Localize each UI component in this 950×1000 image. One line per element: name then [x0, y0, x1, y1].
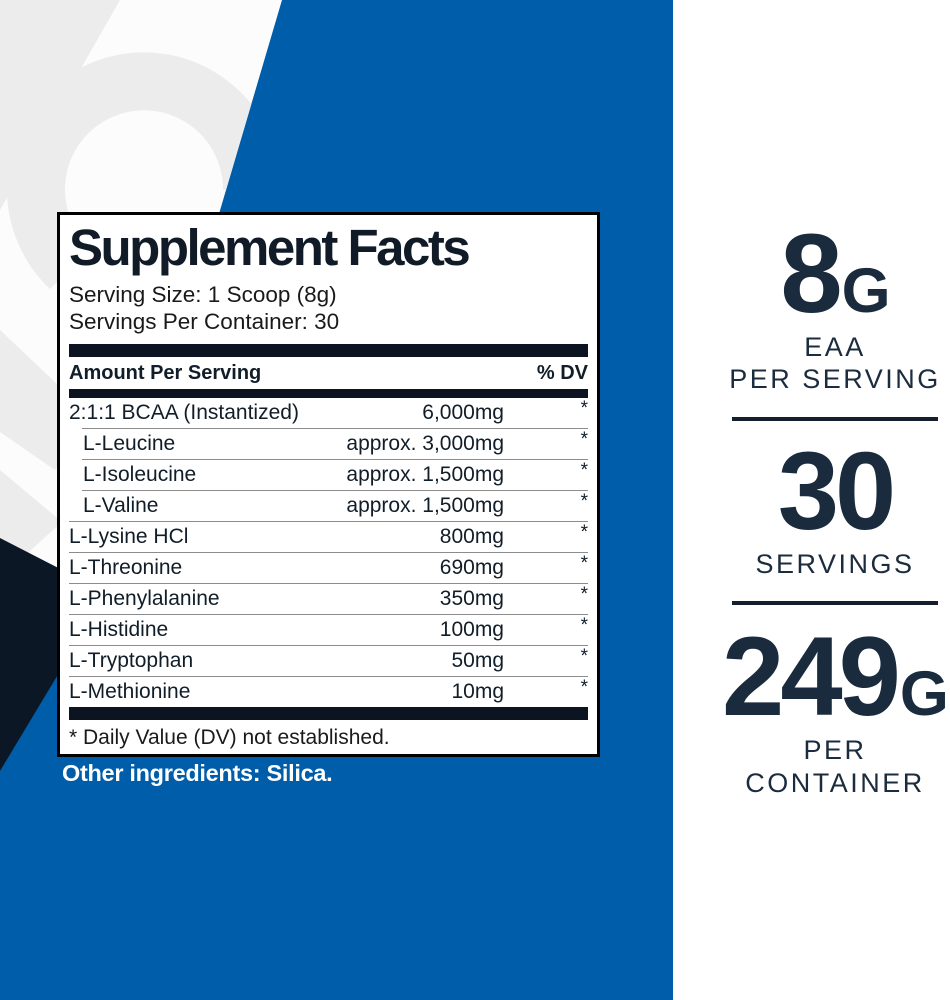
stat-unit-g: G	[841, 256, 891, 326]
row-ingredient-name: L-Tryptophan	[69, 648, 194, 672]
row-amount: 690mg	[439, 555, 504, 579]
stat-label-servings: SERVINGS	[755, 549, 915, 579]
row-dv-asterisk: *	[580, 676, 588, 698]
row-dv-asterisk: *	[580, 397, 588, 419]
row-ingredient-name: L-Isoleucine	[83, 462, 197, 486]
row-separator	[69, 675, 588, 677]
row-separator	[82, 458, 588, 460]
stats-divider-bottom	[732, 601, 938, 606]
stat-label-per-container: PER CONTAINER	[745, 735, 925, 798]
row-ingredient-name: L-Methionine	[69, 679, 191, 703]
table-row: L-Threonine 690mg *	[69, 553, 588, 583]
row-ingredient-name: L-Phenylalanine	[69, 586, 220, 610]
stats-column: 8 G EAA PER SERVING 30 SERVINGS 249 G PE…	[673, 0, 950, 1000]
row-dv-asterisk: *	[580, 428, 588, 450]
row-dv-asterisk: *	[580, 583, 588, 605]
dv-footnote: * Daily Value (DV) not established.	[69, 725, 390, 749]
row-separator	[69, 520, 588, 522]
row-ingredient-name: L-Histidine	[69, 617, 169, 641]
row-dv-asterisk: *	[580, 645, 588, 667]
stats-divider-top	[732, 416, 938, 421]
row-amount: 6,000mg	[422, 400, 504, 424]
stat-label-eaa: EAA	[804, 332, 866, 363]
row-dv-asterisk: *	[580, 459, 588, 481]
row-dv-asterisk: *	[580, 552, 588, 574]
table-header-row: Amount Per Serving % DV	[69, 357, 588, 389]
stat-value-8: 8	[780, 211, 842, 336]
row-separator	[69, 582, 588, 584]
row-dv-asterisk: *	[580, 521, 588, 543]
stat-block-servings: 30 SERVINGS	[720, 429, 950, 581]
row-amount: approx. 3,000mg	[346, 431, 504, 455]
table-row: L-Lysine HCl 800mg *	[69, 522, 588, 552]
row-amount: 350mg	[439, 586, 504, 610]
row-separator	[69, 613, 588, 615]
stat-label-per-serving: PER SERVING	[729, 364, 941, 395]
ingredient-table: 2:1:1 BCAA (Instantized) 6,000mg * L-Leu…	[69, 398, 588, 707]
brand-watermark-glyph	[0, 0, 282, 578]
stat-block-eaa-per-serving: 8 G EAA PER SERVING	[720, 0, 950, 396]
other-ingredients: Other ingredients: Silica.	[62, 760, 333, 786]
table-row: L-Valine approx. 1,500mg *	[69, 491, 588, 521]
row-amount: 800mg	[439, 524, 504, 548]
servings-per-container: Servings Per Container: 30	[69, 309, 340, 335]
table-row: L-Isoleucine approx. 1,500mg *	[69, 460, 588, 490]
row-ingredient-name: 2:1:1 BCAA (Instantized)	[69, 400, 299, 424]
row-amount: 10mg	[451, 679, 504, 703]
row-separator	[69, 644, 588, 646]
table-row: 2:1:1 BCAA (Instantized) 6,000mg *	[69, 398, 588, 428]
stat-unit-g2: G	[899, 659, 949, 730]
table-row: L-Phenylalanine 350mg *	[69, 584, 588, 614]
supplement-facts-panel: Supplement Facts Serving Size: 1 Scoop (…	[57, 212, 600, 757]
row-ingredient-name: L-Leucine	[83, 431, 176, 455]
stat-value-249: 249	[722, 614, 901, 740]
serving-size: Serving Size: 1 Scoop (8g)	[69, 282, 337, 308]
row-amount: 50mg	[451, 648, 504, 672]
percent-dv-header: % DV	[536, 361, 588, 384]
divider-bar-top	[69, 343, 588, 357]
divider-bar-header	[69, 388, 588, 398]
amount-per-serving-header: Amount Per Serving	[69, 361, 262, 384]
row-ingredient-name: L-Valine	[83, 493, 159, 517]
row-dv-asterisk: *	[580, 614, 588, 636]
row-separator	[69, 551, 588, 553]
table-row: L-Leucine approx. 3,000mg *	[69, 429, 588, 459]
stat-value-30: 30	[777, 429, 896, 553]
row-amount: 100mg	[439, 617, 504, 641]
panel-title: Supplement Facts	[69, 219, 471, 276]
table-row: L-Histidine 100mg *	[69, 615, 588, 645]
table-row: L-Tryptophan 50mg *	[69, 646, 588, 676]
row-amount: approx. 1,500mg	[346, 462, 504, 486]
row-dv-asterisk: *	[580, 490, 588, 512]
row-ingredient-name: L-Threonine	[69, 555, 183, 579]
divider-bar-bottom	[69, 706, 588, 720]
table-row: L-Methionine 10mg *	[69, 677, 588, 707]
row-separator	[82, 427, 588, 429]
row-amount: approx. 1,500mg	[346, 493, 504, 517]
row-separator	[82, 489, 588, 491]
stat-block-per-container: 249 G PER CONTAINER	[720, 614, 950, 799]
row-ingredient-name: L-Lysine HCl	[69, 524, 189, 548]
